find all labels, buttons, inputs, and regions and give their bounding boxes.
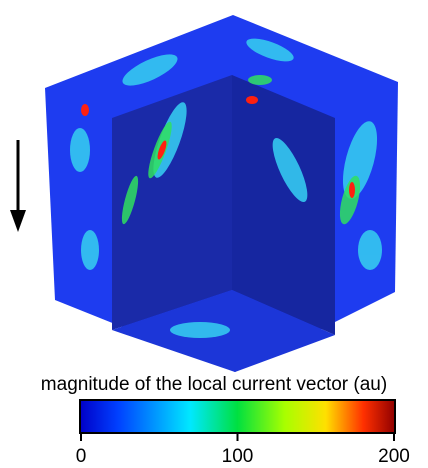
cube [45, 15, 398, 372]
colorbar-label: magnitude of the local current vector (a… [41, 374, 387, 395]
tick-label: 200 [378, 446, 410, 467]
figure: magnitude of the local current vector (a… [0, 0, 428, 468]
arrow [10, 140, 26, 232]
colorbar-ticks: 0 100 200 [76, 433, 410, 467]
tick-label: 0 [76, 446, 87, 467]
colorbar [80, 400, 395, 433]
tick-label: 100 [222, 446, 254, 467]
